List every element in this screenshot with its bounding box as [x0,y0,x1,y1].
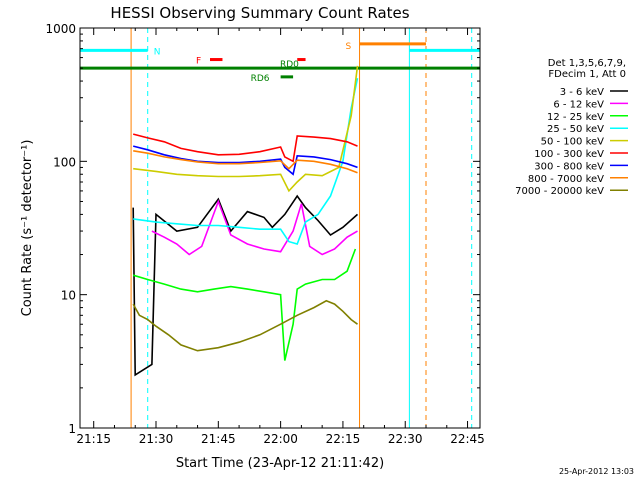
plot-area: N S F RD6 RD0 21:15 21:30 21:45 22:00 22:15 22:30 2… [45,22,484,446]
legend: Det 1,3,5,6,7,9,FDecim 1, Att 0 3 - 6 keV… [515,58,628,197]
legend-label: 800 - 7000 keV [528,174,604,185]
series-line-3 [133,78,359,245]
state-label-rd6: RD6 [251,74,270,84]
series-line-6 [133,145,358,176]
state-label-s: S [346,42,352,52]
state-label-n: N [154,47,161,57]
series-line-4 [133,65,359,193]
state-label-rd0: RD0 [280,60,299,70]
series-line-2 [132,248,357,361]
legend-label: 6 - 12 keV [553,99,604,110]
x-tick-label: 22:45 [450,432,485,446]
series-line-7 [133,150,358,174]
x-tick-label: 21:30 [139,432,174,446]
x-tick-label: 22:00 [263,432,298,446]
legend-header: Det 1,3,5,6,7,9, [548,58,626,69]
legend-label: 50 - 100 keV [541,137,605,148]
y-axis-label: Count Rate (s⁻¹ detector⁻¹) [20,140,35,317]
x-axis-label: Start Time (23-Apr-12 21:11:42) [176,456,384,471]
legend-label: 3 - 6 keV [560,87,604,98]
series-line-8 [132,299,358,352]
y-tick-label: 1000 [45,22,76,36]
legend-label: 25 - 50 keV [547,124,604,135]
plot-frame [79,27,481,429]
timestamp-label: 25-Apr-2012 13:03 [559,467,634,476]
state-label-f: F [196,57,201,67]
x-tick-label: 22:15 [326,432,361,446]
legend-label: 7000 - 20000 keV [515,186,604,197]
x-tick-label: 21:15 [76,432,111,446]
y-tick-label: 10 [61,289,76,303]
x-tick-label: 22:30 [388,432,423,446]
legend-label: 300 - 800 keV [534,161,604,172]
y-tick-label: 100 [53,155,76,169]
x-tick-label: 21:45 [201,432,236,446]
legend-label: 100 - 300 keV [534,149,604,160]
series-line-5 [132,133,358,163]
legend-label: 12 - 25 keV [547,112,604,123]
legend-header: FDecim 1, Att 0 [548,69,626,80]
series-line-0 [132,194,359,377]
chart-title: HESSI Observing Summary Count Rates [110,4,409,22]
series-line-1 [151,199,358,256]
y-tick-label: 1 [68,422,76,436]
